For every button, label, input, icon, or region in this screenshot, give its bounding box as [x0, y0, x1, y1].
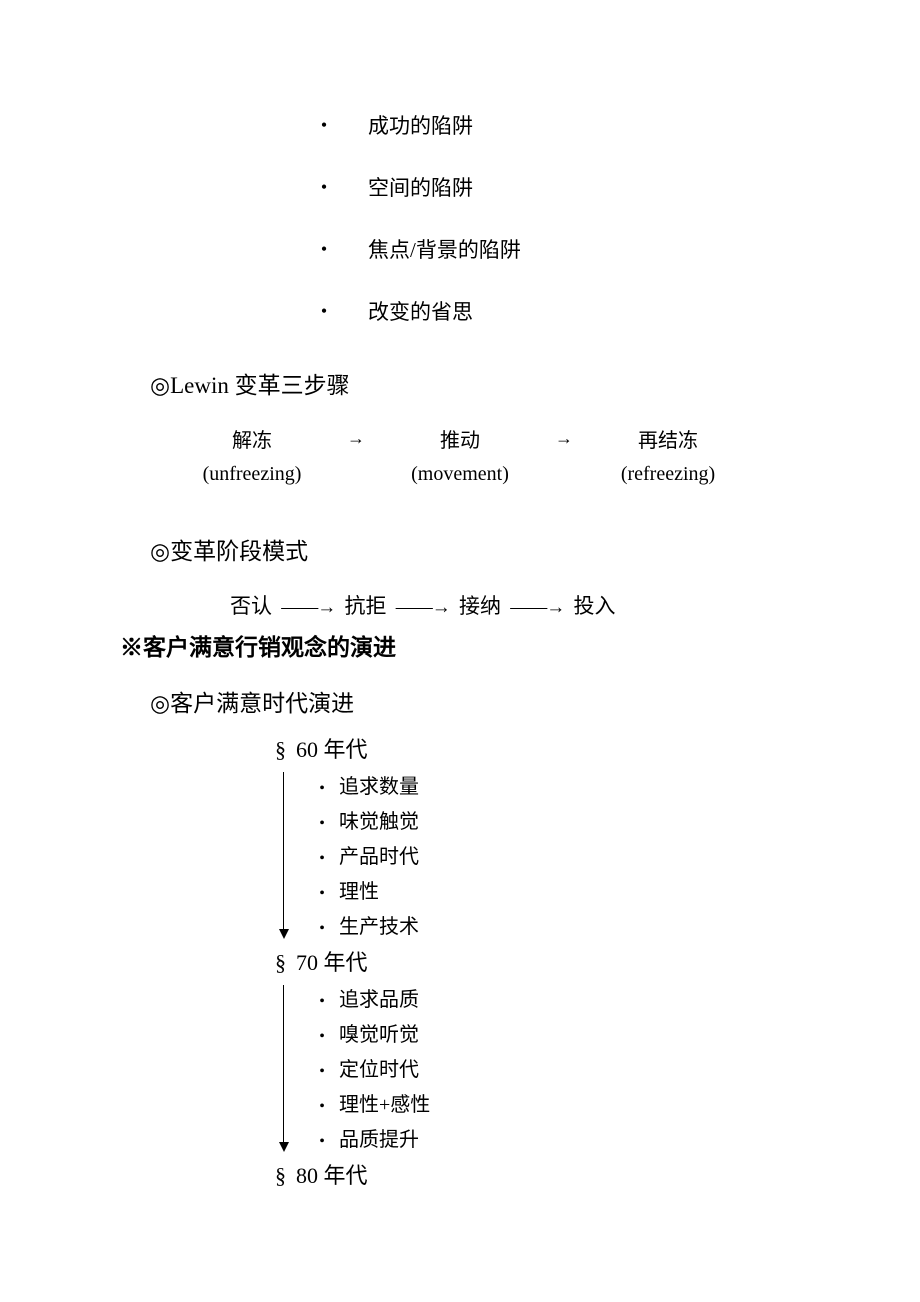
list-item: • 生产技术: [315, 910, 800, 939]
lewin-step: 解冻: [182, 424, 322, 453]
bullet-text: 成功的陷阱: [368, 110, 473, 140]
era-title: § 80 年代: [275, 1158, 800, 1190]
era-item-text: 追求数量: [339, 776, 419, 798]
double-circle-icon: ◎: [150, 539, 170, 565]
top-bullet-list: • 成功的陷阱 • 空间的陷阱 • 焦点/背景的陷阱 • 改变的省思: [310, 110, 800, 326]
arrow-right-icon: →: [336, 428, 376, 449]
bullet-dot-icon: •: [310, 115, 338, 136]
era-title: § 70 年代: [275, 945, 800, 977]
bullet-dot-icon: •: [310, 239, 338, 260]
arrow-right-icon: →: [544, 428, 584, 449]
arrow-right-icon: ——→: [281, 597, 335, 618]
era-heading: ◎客户满意时代演进: [150, 684, 800, 718]
lewin-step-en: (unfreezing): [182, 463, 322, 486]
era-title-text: 60 年代: [296, 737, 368, 762]
list-item: • 理性+感性: [315, 1088, 800, 1117]
double-circle-icon: ◎: [150, 373, 170, 399]
stage-step: 抗拒: [345, 594, 387, 618]
bullet-dot-icon: •: [315, 850, 329, 868]
era-item-text: 理性+感性: [339, 1094, 430, 1116]
era-item-text: 追求品质: [339, 989, 419, 1011]
lewin-flow-diagram: 解冻 → 推动 → 再结冻 (unfreezing) (movement) (r…: [160, 424, 760, 486]
bullet-dot-icon: •: [310, 301, 338, 322]
era-title: § 60 年代: [275, 732, 800, 764]
arrow-down-line-icon: [283, 772, 284, 931]
reference-mark-icon: ※: [120, 635, 143, 660]
lewin-step-en: (movement): [390, 463, 530, 486]
double-circle-icon: ◎: [150, 691, 170, 717]
era-title-text: 80 年代: [296, 1163, 368, 1188]
list-item: • 理性: [315, 875, 800, 904]
era-list: • 追求数量 • 味觉触觉 • 产品时代 • 理性 • 生产技术: [275, 770, 800, 939]
era-item-text: 生产技术: [339, 916, 419, 938]
heading-text: 客户满意时代演进: [170, 691, 354, 716]
era-item-text: 品质提升: [339, 1129, 419, 1151]
bullet-dot-icon: •: [315, 1028, 329, 1046]
list-item: • 追求数量: [315, 770, 800, 799]
era-timeline: § 60 年代 • 追求数量 • 味觉触觉 • 产品时代 • 理性 • 生产技术 § 70 年…: [275, 732, 800, 1190]
lewin-step: 再结冻: [598, 424, 738, 453]
section-mark-icon: §: [275, 950, 286, 975]
list-item: • 追求品质: [315, 983, 800, 1012]
bullet-dot-icon: •: [315, 1098, 329, 1116]
era-item-text: 理性: [339, 881, 379, 903]
era-item-text: 产品时代: [339, 846, 419, 868]
document-page: • 成功的陷阱 • 空间的陷阱 • 焦点/背景的陷阱 • 改变的省思 ◎Lewi…: [0, 0, 920, 1256]
list-item: • 嗅觉听觉: [315, 1018, 800, 1047]
bullet-dot-icon: •: [310, 177, 338, 198]
arrow-down-line-icon: [283, 985, 284, 1144]
lewin-step-en: (refreezing): [598, 463, 738, 486]
era-item-text: 定位时代: [339, 1059, 419, 1081]
lewin-heading: ◎Lewin 变革三步骤: [150, 366, 800, 400]
bullet-dot-icon: •: [315, 780, 329, 798]
list-item: • 定位时代: [315, 1053, 800, 1082]
stage-step: 投入: [574, 594, 616, 618]
list-item: • 空间的陷阱: [310, 172, 800, 202]
bullet-text: 改变的省思: [368, 296, 473, 326]
stage-step: 否认: [230, 594, 272, 618]
list-item: • 改变的省思: [310, 296, 800, 326]
lewin-row-cn: 解冻 → 推动 → 再结冻: [160, 424, 760, 453]
bullet-dot-icon: •: [315, 1133, 329, 1151]
stage-flow-diagram: 否认 ——→ 抗拒 ——→ 接纳 ——→ 投入: [230, 590, 800, 620]
list-item: • 焦点/背景的陷阱: [310, 234, 800, 264]
heading-text: 客户满意行销观念的演进: [143, 635, 396, 660]
arrow-down-head-icon: [279, 929, 289, 939]
bullet-text: 空间的陷阱: [368, 172, 473, 202]
era-item-text: 味觉触觉: [339, 811, 419, 833]
bullet-dot-icon: •: [315, 993, 329, 1011]
era-item-text: 嗅觉听觉: [339, 1024, 419, 1046]
section-mark-icon: §: [275, 1163, 286, 1188]
lewin-row-en: (unfreezing) (movement) (refreezing): [160, 463, 760, 486]
arrow-right-icon: ——→: [396, 597, 450, 618]
bullet-dot-icon: •: [315, 815, 329, 833]
lewin-step: 推动: [390, 424, 530, 453]
era-title-text: 70 年代: [296, 950, 368, 975]
bullet-dot-icon: •: [315, 885, 329, 903]
section-mark-icon: §: [275, 737, 286, 762]
heading-text: Lewin 变革三步骤: [170, 373, 350, 398]
arrow-right-icon: ——→: [510, 597, 564, 618]
bullet-dot-icon: •: [315, 1063, 329, 1081]
list-item: • 成功的陷阱: [310, 110, 800, 140]
arrow-down-head-icon: [279, 1142, 289, 1152]
stage-step: 接纳: [459, 594, 501, 618]
main-bold-heading: ※客户满意行销观念的演进: [120, 628, 800, 662]
stage-model-heading: ◎变革阶段模式: [150, 532, 800, 566]
heading-text: 变革阶段模式: [170, 539, 308, 564]
list-item: • 味觉触觉: [315, 805, 800, 834]
era-list: • 追求品质 • 嗅觉听觉 • 定位时代 • 理性+感性 • 品质提升: [275, 983, 800, 1152]
bullet-dot-icon: •: [315, 920, 329, 938]
list-item: • 产品时代: [315, 840, 800, 869]
bullet-text: 焦点/背景的陷阱: [368, 234, 521, 264]
list-item: • 品质提升: [315, 1123, 800, 1152]
